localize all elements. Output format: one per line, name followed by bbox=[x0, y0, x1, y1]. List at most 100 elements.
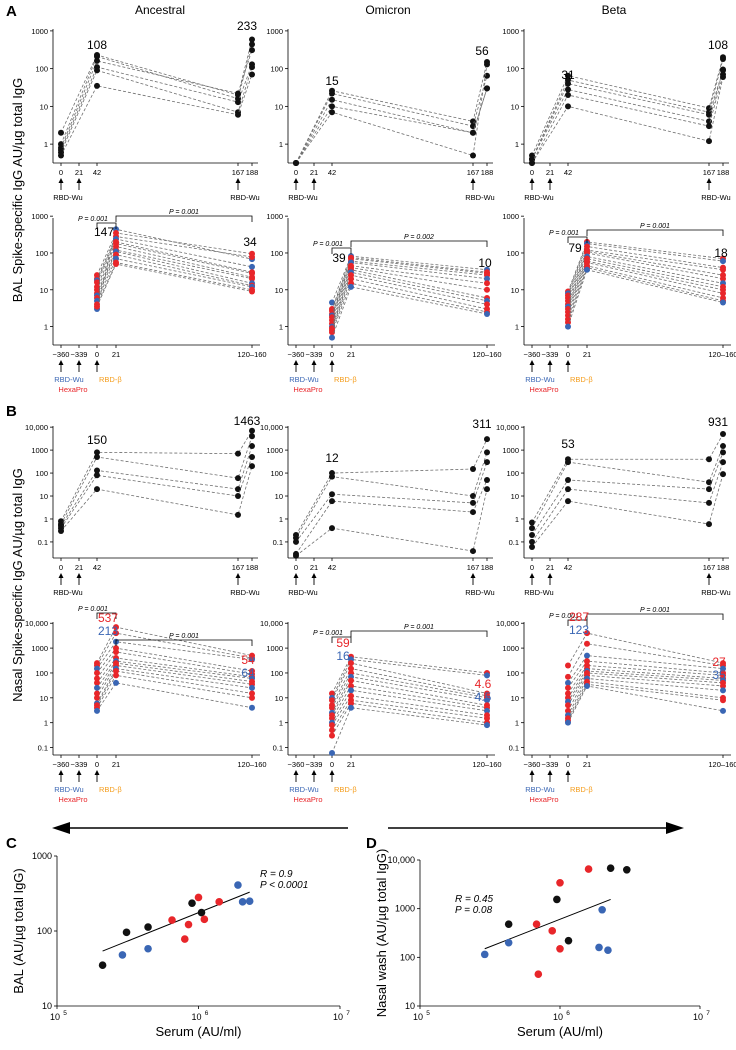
data-point bbox=[235, 450, 241, 457]
dose-arrow-head bbox=[76, 770, 82, 775]
y-axis-label: Nasal wash (AU/µg total IgG) bbox=[374, 849, 389, 1018]
data-point bbox=[720, 443, 726, 450]
p-value: P = 0.001 bbox=[169, 633, 199, 640]
data-point bbox=[235, 511, 241, 518]
series-line bbox=[567, 265, 724, 320]
dose-label-rbd-wu: RBD-Wu bbox=[230, 588, 259, 597]
panel-letter: A bbox=[6, 3, 17, 20]
data-point bbox=[565, 498, 571, 505]
data-point bbox=[598, 905, 606, 914]
median-label: 53 bbox=[561, 437, 575, 451]
x-tick-label: 10 bbox=[191, 1012, 201, 1022]
panel-letter: B bbox=[6, 403, 17, 420]
regression-line bbox=[484, 898, 611, 950]
significance-bracket bbox=[331, 636, 352, 643]
column-title: Omicron bbox=[365, 3, 410, 17]
series-line bbox=[531, 461, 724, 543]
data-point bbox=[484, 61, 490, 68]
series-line bbox=[331, 265, 488, 318]
x-tick-label: 0 bbox=[330, 350, 334, 359]
dose-label-rbd-wu: RBD-Wu bbox=[289, 785, 318, 794]
series-line bbox=[331, 662, 488, 701]
data-point bbox=[606, 864, 615, 872]
dose-arrow-head bbox=[293, 573, 299, 578]
dose-arrow-head bbox=[311, 770, 317, 775]
data-point bbox=[470, 129, 476, 136]
series-line bbox=[567, 672, 724, 706]
median-label-blue: 64 bbox=[241, 666, 255, 680]
series-line bbox=[96, 262, 253, 305]
series-line bbox=[60, 430, 253, 522]
data-point bbox=[168, 916, 176, 924]
data-point bbox=[249, 263, 255, 270]
data-point bbox=[584, 682, 590, 689]
series-line bbox=[331, 269, 488, 324]
y-tick-label: 100 bbox=[400, 952, 415, 962]
dose-arrow-head bbox=[235, 178, 241, 183]
panel-b-bottom-1: 0.1 1 10 100 1000 10,000 −360 −339 0 21 120–160 RBD… bbox=[25, 606, 267, 804]
dose-arrow-head bbox=[329, 770, 335, 775]
dose-arrow-head bbox=[529, 573, 535, 578]
series-line bbox=[295, 461, 488, 543]
dose-label-rbd-wu: RBD-Wu bbox=[525, 785, 554, 794]
series-line bbox=[331, 707, 488, 754]
dose-arrow-head bbox=[235, 573, 241, 578]
data-point bbox=[249, 443, 255, 450]
panel-letter: D bbox=[366, 835, 377, 852]
data-point bbox=[565, 679, 571, 686]
y-tick-label: 1 bbox=[44, 719, 48, 728]
data-point bbox=[329, 750, 335, 757]
series-line bbox=[295, 88, 488, 164]
x-axis-label: Serum (AU/ml) bbox=[517, 1024, 603, 1039]
data-point bbox=[706, 456, 712, 463]
series-line bbox=[60, 445, 253, 527]
data-point bbox=[94, 684, 100, 691]
x-tick-label: 21 bbox=[347, 760, 355, 769]
series-line bbox=[96, 682, 253, 712]
data-point bbox=[470, 548, 476, 555]
data-point bbox=[348, 677, 354, 684]
x-tick-label: −339 bbox=[542, 760, 559, 769]
data-point bbox=[329, 690, 335, 697]
data-point bbox=[348, 687, 354, 694]
data-point bbox=[565, 72, 571, 79]
stat-label: P < 0.0001 bbox=[260, 880, 308, 891]
significance-bracket bbox=[567, 236, 588, 243]
significance-bracket bbox=[567, 619, 588, 626]
data-point bbox=[94, 679, 100, 686]
data-point bbox=[706, 521, 712, 528]
data-point bbox=[113, 261, 119, 268]
data-point bbox=[235, 90, 241, 97]
data-point bbox=[720, 471, 726, 478]
data-point bbox=[584, 652, 590, 659]
data-point bbox=[553, 895, 561, 904]
x-tick-label: 0 bbox=[330, 760, 334, 769]
dose-arrow-head bbox=[58, 360, 64, 365]
data-point bbox=[113, 667, 119, 674]
data-point bbox=[565, 323, 571, 330]
y-tick-label: 100 bbox=[506, 249, 519, 258]
panel-b-top-2: 0.1 1 10 100 1000 10,000 0 21 42 167 188 RBD-Wu RBD-… bbox=[260, 417, 495, 597]
significance-bracket bbox=[350, 240, 488, 247]
series-line bbox=[96, 670, 253, 706]
data-point bbox=[348, 660, 354, 667]
y-tick-label: 1 bbox=[44, 140, 48, 149]
x-tick-label: 167 bbox=[703, 168, 716, 177]
significance-bracket bbox=[586, 613, 724, 620]
x-tick-label: 21 bbox=[310, 563, 318, 572]
data-point bbox=[329, 722, 335, 729]
dose-arrow-head bbox=[58, 178, 64, 183]
data-point bbox=[329, 90, 335, 97]
series-line bbox=[295, 479, 488, 555]
data-point bbox=[565, 719, 571, 726]
series-line bbox=[96, 241, 253, 283]
data-point bbox=[529, 525, 535, 532]
dose-label-rbd-wu: RBD-Wu bbox=[701, 193, 730, 202]
data-point bbox=[565, 486, 571, 493]
data-point bbox=[235, 493, 241, 500]
regression-line bbox=[102, 891, 250, 952]
series-line bbox=[567, 668, 724, 699]
y-tick-label: 100 bbox=[35, 669, 48, 678]
y-tick-label: 0.1 bbox=[509, 538, 519, 547]
